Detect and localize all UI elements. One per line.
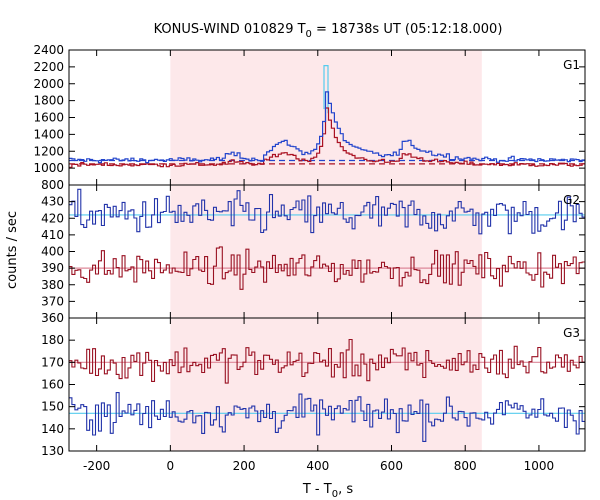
chart-title: KONUS-WIND 010829 T0 = 18738s UT (05:12:… <box>154 22 503 40</box>
chart-title-subscript: 0 <box>306 29 312 40</box>
y-tick-label: 2400 <box>33 43 64 57</box>
y-tick-label: 2200 <box>33 60 64 74</box>
y-tick-label: 360 <box>41 311 64 325</box>
y-tick-label: 800 <box>41 178 64 192</box>
g1-peak-spike <box>323 65 329 114</box>
chart-title-prefix: KONUS-WIND 010829 T <box>154 22 306 37</box>
y-tick-label: 2000 <box>33 77 64 91</box>
x-axis-label-suffix: , s <box>338 482 353 497</box>
y-tick-label: 1400 <box>33 127 64 141</box>
x-tick-label: 1000 <box>524 459 555 473</box>
panel-g1: 800 1000 1200 1400 1600 1800 2000 2200 2400 G1 <box>33 43 586 192</box>
y-tick-label: 1800 <box>33 94 64 108</box>
panels-layer: 80010001200140016001800200022002400G1360… <box>33 43 586 473</box>
x-tick-label: 400 <box>306 459 329 473</box>
y-tick-label: 400 <box>41 245 64 259</box>
g2-lower-lightcurve <box>69 246 585 290</box>
y-tick-label: 410 <box>41 228 64 242</box>
x-axis-label-subscript: 0 <box>332 489 338 500</box>
y-tick-label: 140 <box>41 422 64 436</box>
g2-upper-lightcurve <box>69 188 585 235</box>
g3-upper-lightcurve <box>69 338 585 384</box>
y-tick-label: 150 <box>41 400 64 414</box>
y-tick-label: 420 <box>41 211 64 225</box>
y-tick-label: 390 <box>41 261 64 275</box>
g1-lower-lightcurve <box>69 107 585 168</box>
x-tick-label: 0 <box>167 459 175 473</box>
panel-g3: 130 140 150 160 170 180 G3 <box>41 317 586 458</box>
panel-name-g2: G2 <box>563 193 580 207</box>
x-tick-label: 200 <box>233 459 256 473</box>
chart-title-suffix: = 18738s UT (05:12:18.000) <box>312 22 502 37</box>
y-tick-label: 1000 <box>33 161 64 175</box>
panel-g2: 360 370 380 390 400 410 420 430 G2 <box>41 184 586 325</box>
x-axis-label-prefix: T - T <box>302 482 332 497</box>
panel-name-g3: G3 <box>563 326 580 340</box>
panel-name-g1: G1 <box>563 58 580 72</box>
x-tick-label: 800 <box>454 459 477 473</box>
y-tick-label: 160 <box>41 378 64 392</box>
y-tick-label: 380 <box>41 278 64 292</box>
x-tick-label: -200 <box>83 459 110 473</box>
y-tick-label: 1600 <box>33 111 64 125</box>
y-tick-label: 1200 <box>33 144 64 158</box>
y-tick-label: 430 <box>41 195 64 209</box>
g1-upper-lightcurve <box>69 91 585 164</box>
y-tick-label: 370 <box>41 294 64 308</box>
y-tick-label: 130 <box>41 444 64 458</box>
y-axis-label: counts / sec <box>5 211 20 289</box>
x-tick-label: 600 <box>380 459 403 473</box>
y-tick-label: 180 <box>41 333 64 347</box>
x-axis-label: T - T0, s <box>302 482 353 500</box>
g3-lower-lightcurve <box>69 392 585 442</box>
y-tick-label: 170 <box>41 355 64 369</box>
